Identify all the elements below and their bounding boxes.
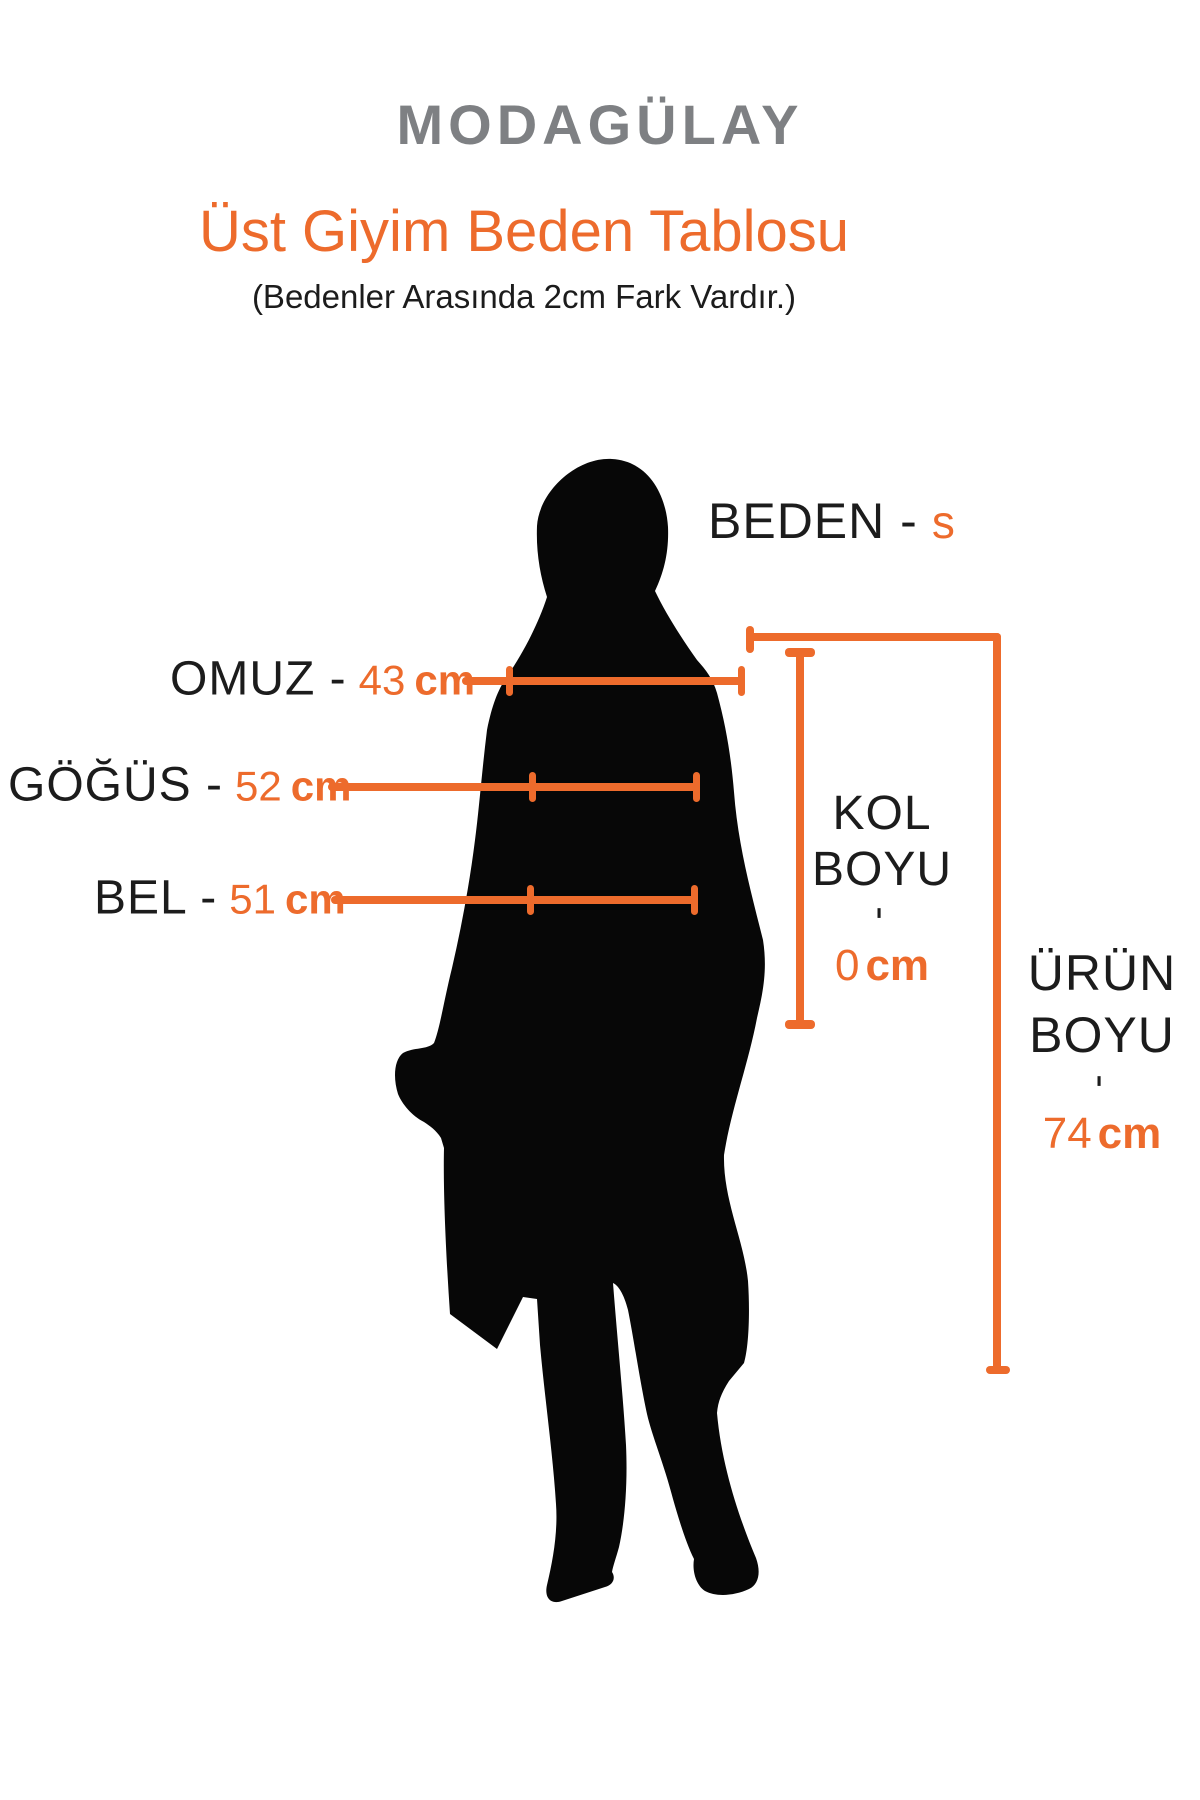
product-length-label-line2: BOYU	[1029, 1007, 1175, 1063]
product-length-measure-line	[993, 633, 1001, 1373]
sleeve-label-line2: BOYU	[811, 843, 953, 896]
silhouette-path	[395, 458, 765, 1603]
shoulder-line-end-tick	[738, 666, 745, 696]
product-length-dash-mark: -	[1079, 1074, 1124, 1088]
chest-value: 52	[235, 762, 282, 810]
sleeve-measure-line	[785, 648, 815, 1029]
sleeve-dash-mark: -	[859, 906, 904, 920]
shoulder-label: OMUZ -	[170, 652, 347, 706]
waist-line-end-tick	[691, 885, 698, 915]
waist-label: BEL -	[94, 871, 218, 925]
sleeve-label-line1: KOL	[832, 787, 932, 840]
waist-measurement: BEL - 51 cm	[94, 870, 346, 925]
product-length-label-line1: ÜRÜN	[1027, 945, 1177, 1001]
sleeve-line-top-cap	[785, 648, 815, 657]
waist-line-tick	[527, 885, 534, 915]
product-length-unit: cm	[1097, 1109, 1162, 1158]
product-length-bottom-cap	[986, 1366, 1010, 1374]
size-indicator: BEDEN - s	[708, 492, 955, 550]
shoulder-line-tick	[506, 666, 513, 696]
sleeve-label-block: KOL BOYU - 0 cm	[806, 786, 958, 991]
chest-label: GÖĞÜS -	[8, 758, 224, 812]
sleeve-unit: cm	[865, 941, 930, 990]
chest-line-tick	[529, 772, 536, 802]
shoulder-value: 43	[358, 656, 406, 704]
sleeve-line-bottom-cap	[785, 1020, 815, 1029]
waist-value: 51	[229, 875, 276, 923]
chest-line-end-tick	[693, 772, 700, 802]
page-subtitle: (Bedenler Arasında 2cm Fark Vardır.)	[251, 278, 797, 315]
size-value: s	[931, 496, 955, 548]
sleeve-value: 0	[834, 941, 860, 990]
chest-measurement: GÖĞÜS - 52 cm	[8, 757, 351, 812]
product-length-label-block: ÜRÜN BOYU - 74 cm	[1012, 942, 1192, 1159]
waist-measure-line	[331, 885, 698, 915]
brand-logo: MODAGÜLAY	[396, 93, 804, 156]
shoulder-measure-line	[462, 666, 745, 696]
product-length-top-line	[746, 633, 1001, 641]
chest-measure-line	[328, 772, 700, 802]
shoulder-measurement: OMUZ - 43 cm	[170, 651, 475, 706]
size-label: BEDEN -	[708, 493, 918, 549]
product-length-value: 74	[1042, 1109, 1092, 1158]
page-title: Üst Giyim Beden Tablosu	[198, 199, 850, 264]
